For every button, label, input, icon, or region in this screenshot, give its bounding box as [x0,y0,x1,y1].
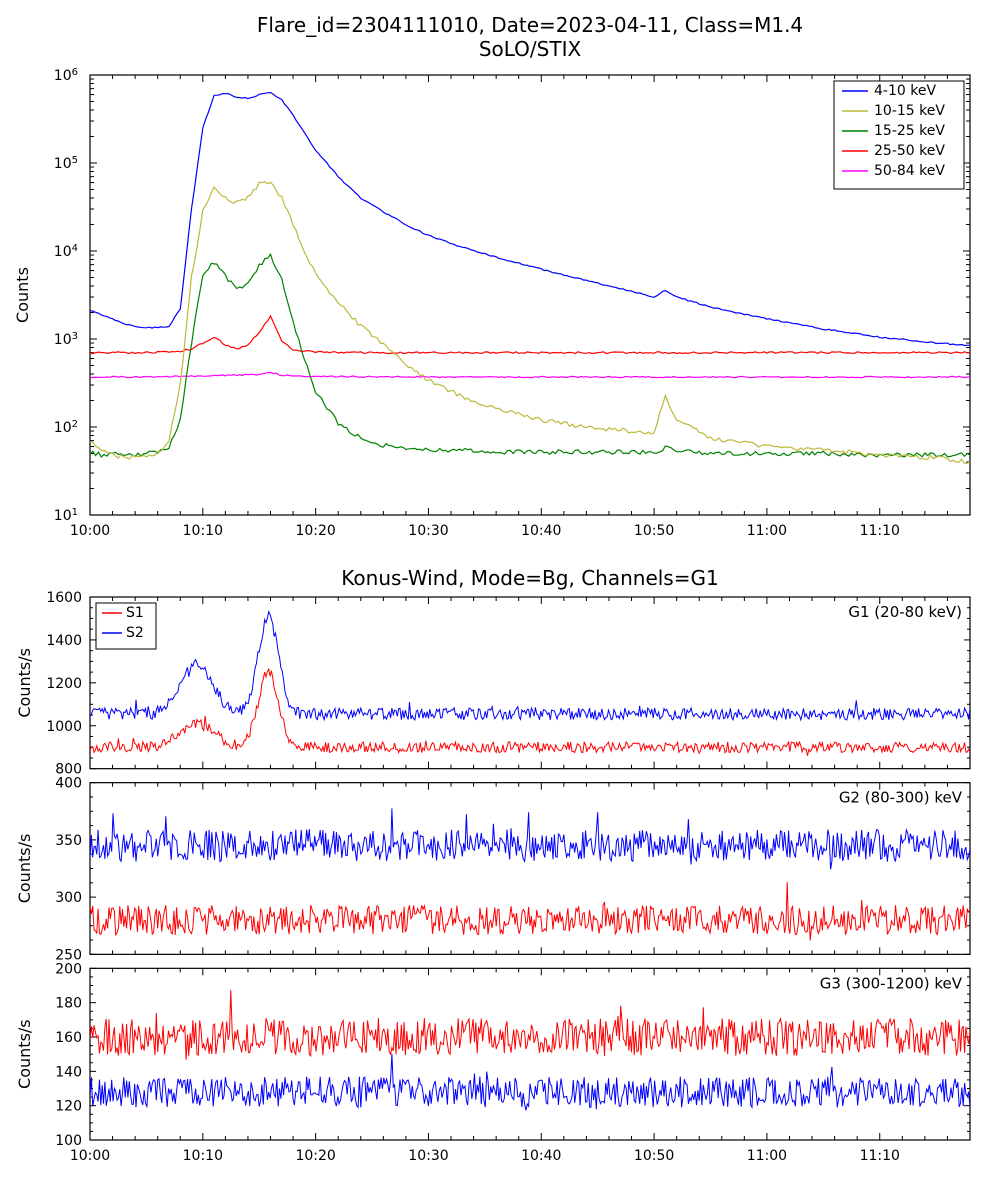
xtick-label: 11:10 [860,523,900,539]
kw-ytick: 1000 [46,719,82,735]
xtick-label: 10:00 [70,1148,110,1164]
kw-ytick: 1600 [46,590,82,606]
xtick-label: 11:10 [860,1148,900,1164]
kw-ylabel: Counts/s [15,648,34,718]
kw-ytick: 200 [55,961,82,977]
kw-legend-label: S2 [126,625,144,641]
kw-panel-label: G2 (80-300) keV [839,789,963,807]
xtick-label: 10:50 [634,523,674,539]
xtick-label: 10:30 [408,1148,448,1164]
kw-frame [90,968,970,1140]
stix-ytick: 105 [54,155,78,173]
kw-ytick: 160 [55,1030,82,1046]
kw-series [90,1054,970,1111]
kw-ytick: 300 [55,890,82,906]
kw-ytick: 180 [55,996,82,1012]
kw-ytick: 100 [55,1133,82,1149]
stix-ytick: 101 [54,507,78,525]
stix-ytick: 104 [54,243,78,261]
xtick-label: 10:10 [183,1148,223,1164]
kw-ytick: 400 [55,776,82,792]
xtick-label: 11:00 [747,1148,787,1164]
kw-ylabel: Counts/s [15,834,34,904]
stix-series [90,254,970,457]
stix-legend-label: 25-50 keV [874,143,945,159]
xtick-label: 11:00 [747,523,787,539]
xtick-label: 10:40 [521,523,561,539]
xtick-label: 10:30 [408,523,448,539]
kw-legend-label: S1 [126,605,144,621]
stix-legend-label: 10-15 keV [874,103,945,119]
xtick-label: 10:40 [521,1148,561,1164]
kw-ytick: 120 [55,1099,82,1115]
stix-legend-label: 4-10 keV [874,83,936,99]
kw-panel-label: G3 (300-1200) keV [820,974,963,992]
stix-ytick: 103 [54,331,78,349]
kw-frame [90,783,970,955]
kw-frame [90,597,970,769]
stix-ytick: 102 [54,419,78,437]
chart-svg: Flare_id=2304111010, Date=2023-04-11, Cl… [0,0,1000,1200]
kw-panel-label: G1 (20-80 keV) [848,603,962,621]
kw-ytick: 350 [55,833,82,849]
stix-legend-label: 15-25 keV [874,123,945,139]
xtick-label: 10:50 [634,1148,674,1164]
main-title: Flare_id=2304111010, Date=2023-04-11, Cl… [257,13,803,37]
kw-series [90,990,970,1059]
xtick-label: 10:00 [70,523,110,539]
stix-ylabel: Counts [13,267,32,323]
figure-root: Flare_id=2304111010, Date=2023-04-11, Cl… [0,0,1000,1200]
kw-series [90,612,970,720]
kw-ytick: 1200 [46,676,82,692]
kw-ytick: 140 [55,1064,82,1080]
stix-ytick: 106 [54,67,78,85]
xtick-label: 10:20 [295,1148,335,1164]
kw-title: Konus-Wind, Mode=Bg, Channels=G1 [341,566,718,590]
kw-ytick: 1400 [46,633,82,649]
stix-legend-label: 50-84 keV [874,163,945,179]
stix-subtitle: SoLO/STIX [479,37,582,61]
kw-series [90,669,970,756]
xtick-label: 10:10 [183,523,223,539]
kw-series [90,882,970,940]
stix-series [90,182,970,464]
kw-ylabel: Counts/s [15,1019,34,1089]
stix-series [90,316,970,354]
xtick-label: 10:20 [295,523,335,539]
stix-series [90,372,970,377]
kw-series [90,808,970,869]
